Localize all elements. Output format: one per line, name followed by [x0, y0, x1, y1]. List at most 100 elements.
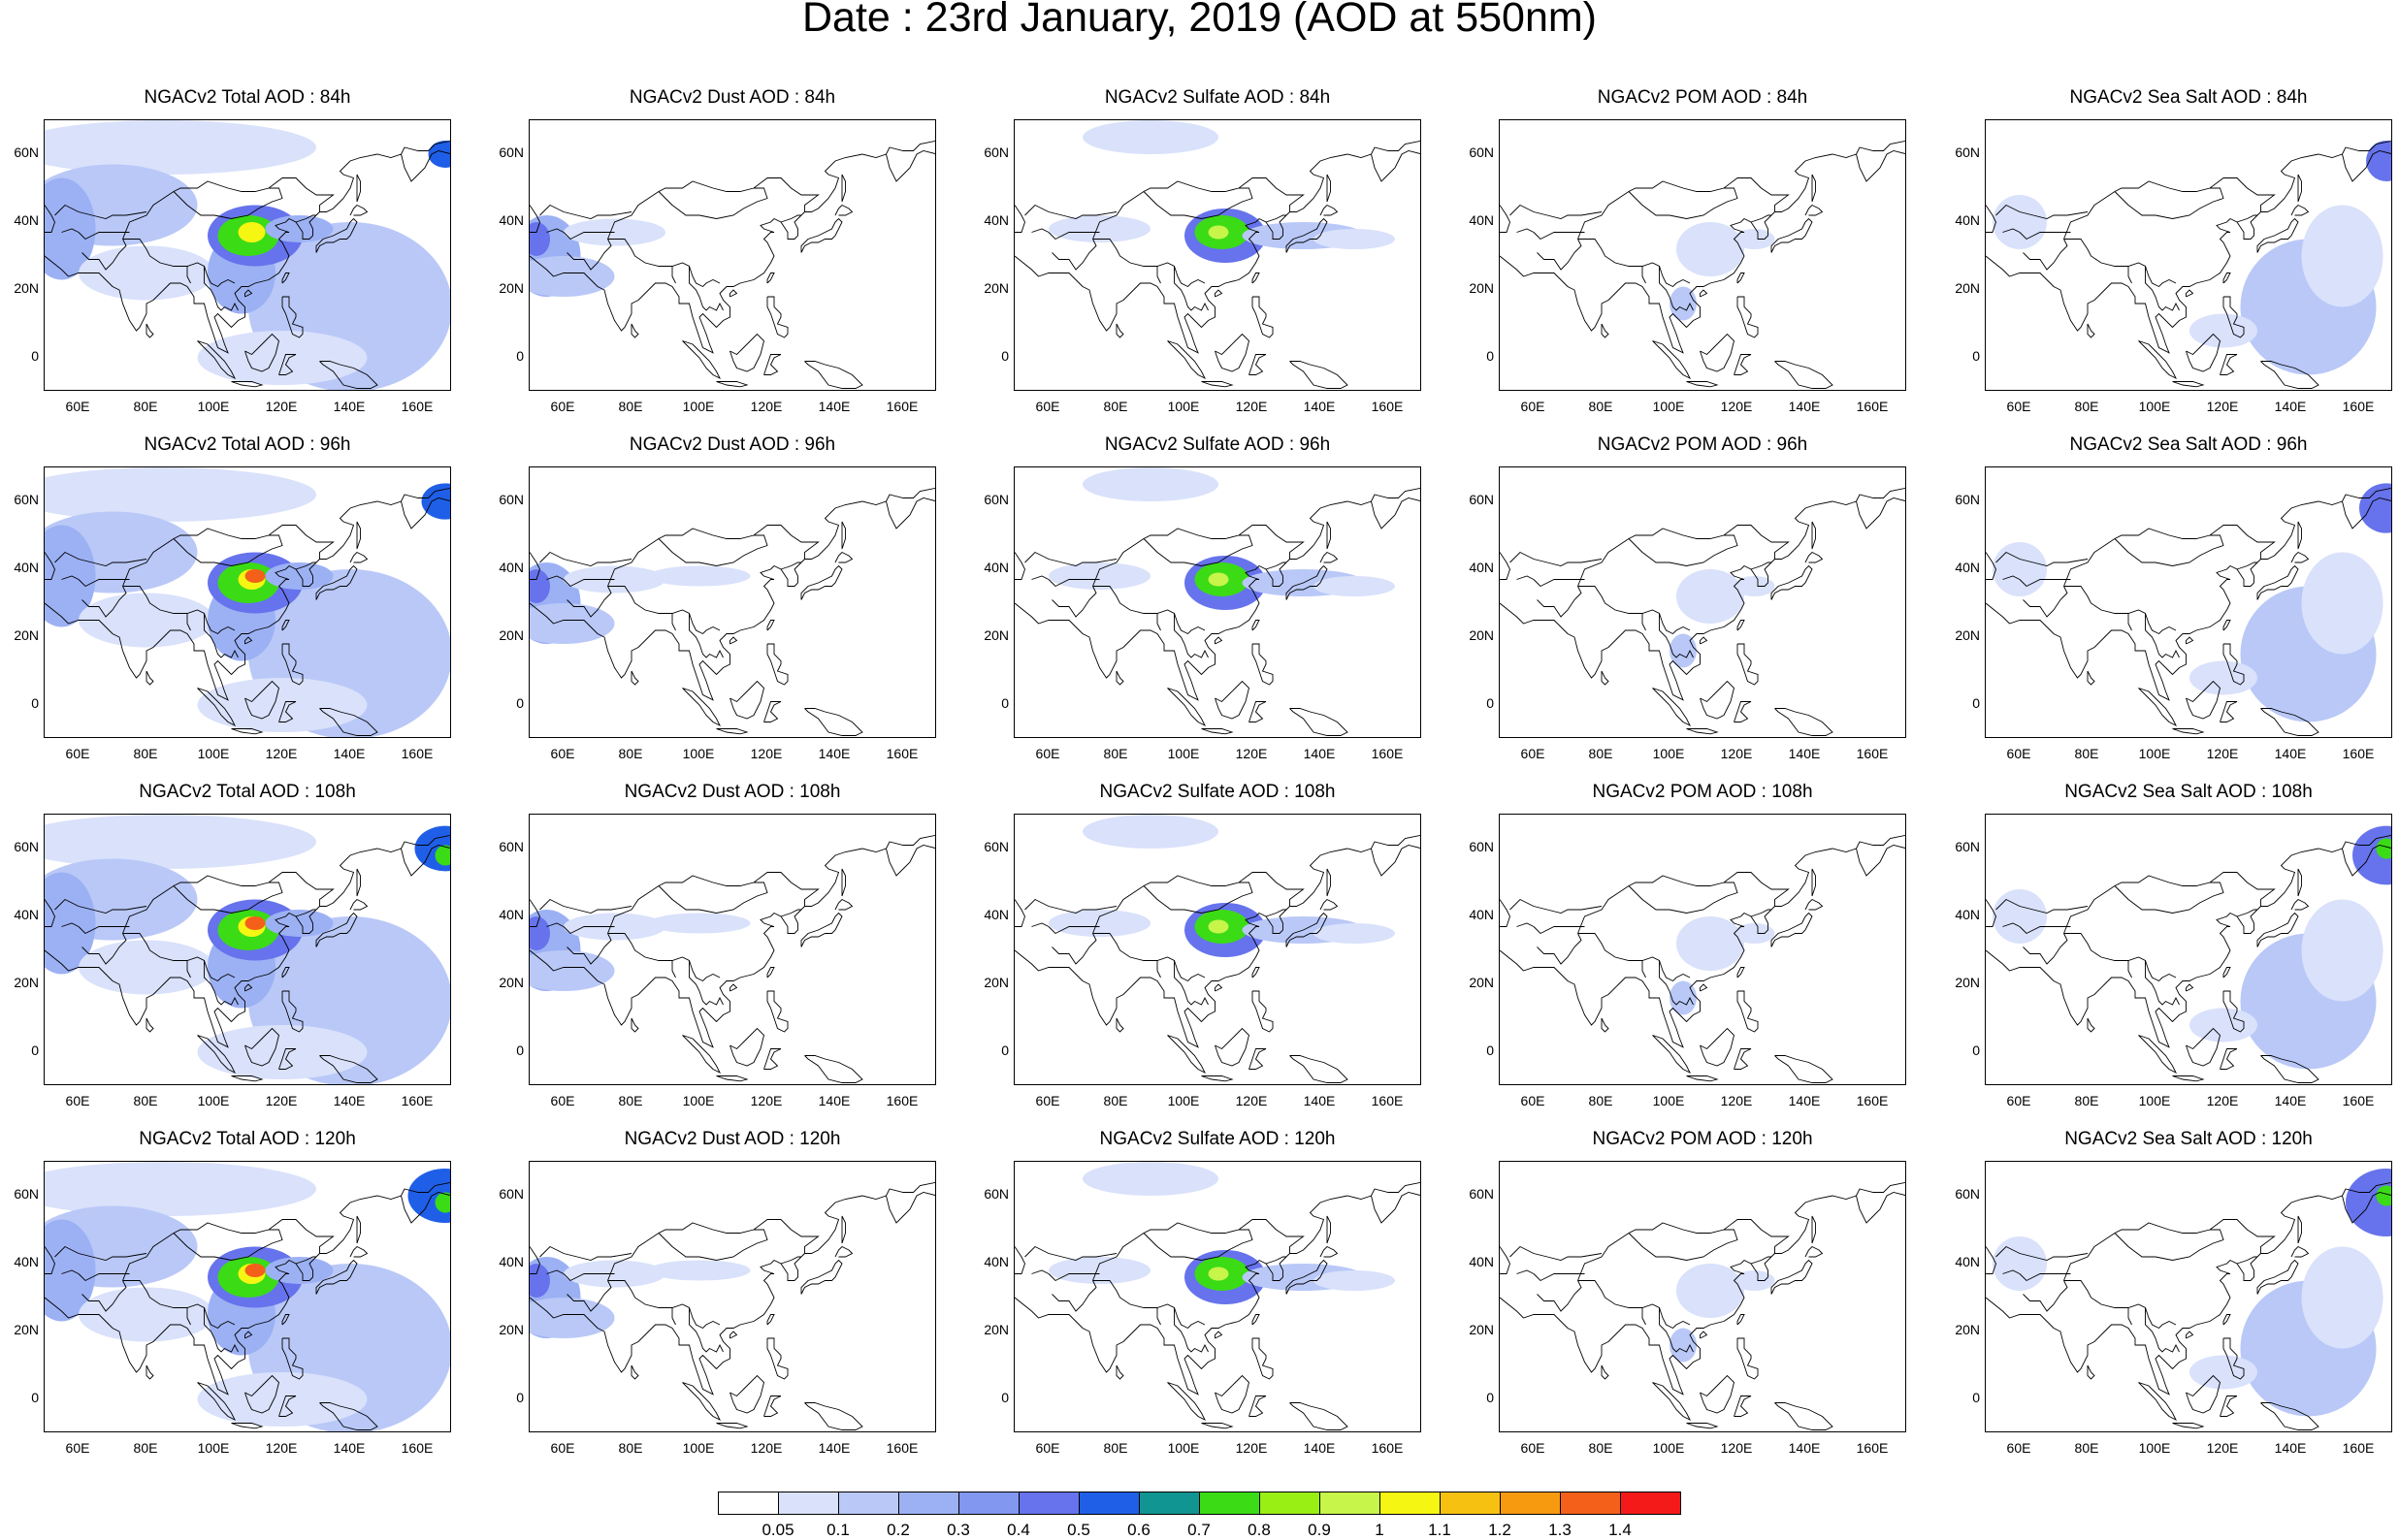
coastline: [539, 1245, 632, 1261]
coastline: [1215, 1027, 1249, 1067]
aod-field-patch: [530, 1264, 550, 1298]
coastline: [1986, 140, 2391, 354]
lon-tick-label: 100E: [1167, 1093, 1200, 1108]
panel-title: NGACv2 Total AOD : 96h: [144, 434, 351, 455]
coastline: [1156, 613, 1161, 631]
lat-tick-label: 40N: [984, 560, 1009, 575]
aod-field-patch: [1313, 576, 1395, 596]
lat-tick-label: 40N: [1469, 1254, 1494, 1269]
coastline: [1659, 1307, 1694, 1353]
lon-tick-label: 160E: [886, 1093, 919, 1108]
coastline: [78, 579, 130, 588]
lat-tick-label: 0: [516, 695, 524, 711]
coastline: [2019, 926, 2071, 935]
coastline: [729, 1331, 738, 1339]
lon-tick-label: 160E: [1371, 399, 1404, 414]
colorbar-label: 0.1: [827, 1521, 850, 1539]
lon-tick-label: 80E: [133, 1440, 158, 1456]
coastline: [530, 834, 935, 1048]
coastline: [1285, 217, 1328, 253]
coastline: [607, 1219, 820, 1281]
coastline: [1509, 204, 1603, 219]
lon-tick-label: 140E: [2274, 746, 2307, 761]
coastline: [780, 1256, 801, 1265]
lon-tick-label: 100E: [1652, 746, 1685, 761]
lat-tick-label: 20N: [984, 627, 1009, 643]
lon-tick-label: 100E: [1652, 399, 1685, 414]
coastline: [2220, 354, 2238, 375]
lon-tick-label: 120E: [1235, 1440, 1268, 1456]
coastline: [658, 534, 768, 566]
lon-tick-label: 160E: [401, 399, 434, 414]
lat-tick-label: 20N: [14, 280, 39, 296]
aod-map-canvas: [1500, 487, 1905, 736]
colorbar-label: 1.4: [1608, 1521, 1632, 1539]
lon-tick-label: 140E: [1788, 1093, 1821, 1108]
coastline: [1319, 1245, 1339, 1258]
coastline: [1804, 204, 1824, 216]
coastline: [1092, 239, 1206, 288]
coastline: [1736, 1337, 1759, 1380]
lon-tick-label: 80E: [1588, 1093, 1613, 1108]
lon-tick-label: 80E: [1103, 746, 1128, 761]
lon-tick-label: 80E: [618, 1093, 643, 1108]
coastline: [1251, 1337, 1274, 1380]
coastline: [2023, 933, 2068, 965]
map-panel-seasalt-108h: NGACv2 Sea Salt AOD : 108h: [1985, 782, 2392, 1085]
coastline: [766, 1337, 789, 1380]
coastline: [2019, 232, 2071, 241]
coastline: [1736, 296, 1759, 338]
aod-field-patch: [421, 483, 450, 520]
coastline: [186, 1307, 191, 1326]
coastline: [689, 613, 724, 658]
panel-title: NGACv2 Sulfate AOD : 84h: [1104, 87, 1331, 108]
aod-field-patch: [1993, 889, 2047, 944]
map-panel-seasalt-84h: NGACv2 Sea Salt AOD : 84h: [1985, 87, 2392, 391]
lat-tick-label: 0: [1486, 1043, 1494, 1058]
coastline: [780, 561, 801, 570]
lat-tick-label: 20N: [14, 627, 39, 643]
panel-title: NGACv2 Total AOD : 120h: [139, 1129, 356, 1149]
lat-tick-label: 60N: [984, 839, 1009, 854]
aod-map-canvas: [1500, 1181, 1905, 1430]
lon-tick-label: 120E: [750, 1093, 783, 1108]
coastline: [682, 1035, 722, 1075]
coastline: [2222, 273, 2231, 284]
aod-field-patch: [1208, 1267, 1229, 1281]
lat-tick-label: 20N: [984, 975, 1009, 990]
coastline: [2260, 708, 2319, 736]
coastline: [1265, 1256, 1286, 1265]
coastline: [2063, 933, 2177, 982]
lat-tick-label: 60N: [1955, 839, 1980, 854]
coastline: [319, 361, 378, 389]
aod-field-patch: [2376, 1185, 2391, 1206]
colorbar-swatch: [958, 1492, 1020, 1515]
coastline: [1516, 575, 1535, 580]
coastline: [671, 613, 676, 631]
coastline: [1533, 1273, 1585, 1282]
coastline: [841, 868, 846, 897]
colorbar-swatch: [1620, 1492, 1681, 1515]
coastline: [1811, 1215, 1816, 1244]
aod-map-canvas: [530, 487, 935, 736]
aod-field-patch: [1670, 980, 1697, 1015]
lat-tick-label: 0: [1486, 348, 1494, 364]
coastline: [1201, 381, 1234, 388]
coastline: [1116, 323, 1124, 338]
coastline: [729, 1027, 764, 1067]
aod-map: [1014, 466, 1421, 738]
aod-field-patch: [2301, 205, 2383, 307]
coastline: [244, 1027, 279, 1067]
lon-tick-label: 160E: [886, 746, 919, 761]
aod-field-patch: [1313, 229, 1395, 249]
coastline: [2297, 174, 2302, 203]
lon-tick-label: 80E: [1588, 399, 1613, 414]
lat-tick-label: 40N: [14, 1254, 39, 1269]
coastline: [1143, 1229, 1253, 1261]
lat-tick-label: 20N: [984, 280, 1009, 296]
lat-tick-label: 60N: [499, 492, 524, 507]
coastline: [1289, 708, 1348, 736]
coastline: [146, 1364, 154, 1380]
coastline: [530, 552, 540, 580]
coastline: [631, 670, 639, 686]
